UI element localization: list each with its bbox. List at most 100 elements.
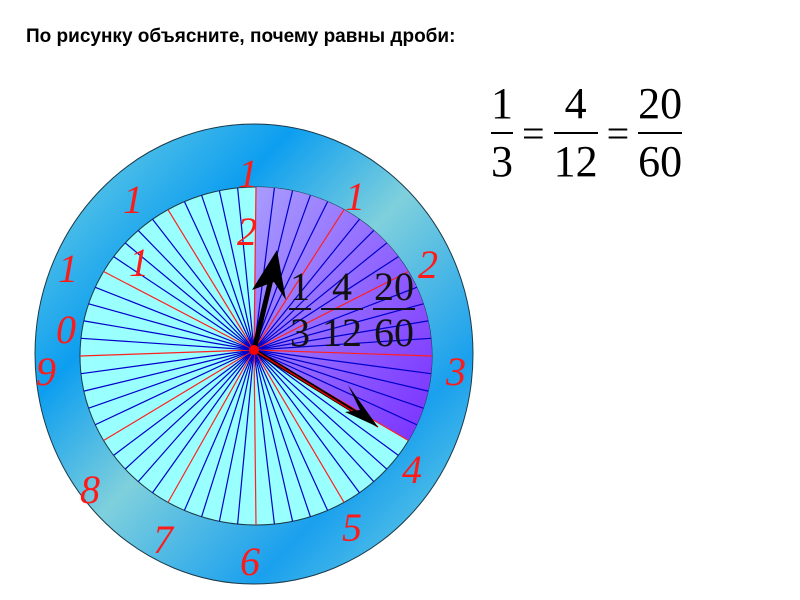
slide-title: По рисунку объясните, почему равны дроби…	[26, 26, 456, 47]
equals-sign: =	[522, 110, 545, 156]
fraction-numerator: 1	[290, 264, 310, 309]
sector-fraction: 20 60	[373, 264, 415, 355]
hour-mark-line	[103, 270, 255, 351]
minute-division-line	[88, 303, 255, 351]
numerator: 20	[638, 79, 683, 128]
hour-mark-line	[253, 186, 257, 351]
minute-division-line	[253, 349, 418, 426]
minute-division-line	[253, 201, 329, 351]
minute-division-line	[253, 229, 375, 351]
fraction-numerator: 20	[374, 264, 414, 309]
clock-center	[249, 345, 259, 355]
hour-mark-line	[103, 349, 255, 442]
fraction-bar	[491, 132, 513, 134]
minute-division-line	[253, 195, 311, 351]
clock-number: 2	[418, 242, 438, 287]
minute-division-line	[218, 349, 255, 522]
fraction-bar	[638, 132, 683, 134]
numerator: 1	[491, 79, 513, 128]
hour-mark-line	[79, 349, 255, 357]
minute-division-line	[124, 242, 255, 351]
minute-division-line	[253, 349, 429, 392]
minute-division-line	[237, 187, 255, 351]
clock-number: 0	[56, 307, 76, 352]
minute-division-line	[201, 195, 255, 351]
hour-mark-line	[167, 349, 255, 503]
minute-division-line	[152, 218, 255, 351]
hour-mark-line	[253, 349, 345, 503]
hour-mark-line	[253, 349, 257, 526]
minute-division-line	[113, 256, 255, 351]
minute-division-line	[88, 349, 255, 409]
clock-number: 7	[153, 517, 175, 562]
minute-division-line	[80, 349, 255, 375]
equals-sign: =	[606, 110, 630, 156]
sector-fraction: 4 12	[321, 264, 363, 355]
minute-division-line	[253, 303, 424, 351]
minute-division-line	[253, 349, 399, 456]
minute-division-line	[183, 201, 255, 351]
fraction-numerator: 4	[332, 264, 352, 309]
minute-division-line	[253, 349, 294, 522]
clock-number: 4	[402, 447, 422, 492]
fraction: 20 60	[635, 80, 685, 186]
minute-division-line	[218, 190, 255, 351]
minute-division-line	[237, 349, 255, 525]
minute-division-line	[253, 349, 424, 409]
minute-hand	[252, 348, 379, 428]
minute-division-line	[137, 229, 255, 351]
fraction-bar	[553, 132, 598, 134]
clock-number: 1	[123, 177, 143, 222]
fraction-denominator: 3	[290, 310, 310, 355]
sector-fraction: 1 3	[289, 264, 311, 355]
denominator: 12	[553, 137, 598, 186]
minute-division-line	[253, 349, 360, 494]
minute-division-line	[253, 256, 399, 351]
denominator: 3	[491, 137, 513, 186]
minute-division-line	[113, 349, 255, 456]
minute-division-line	[253, 187, 275, 351]
clock-number: 1	[58, 246, 78, 291]
minute-division-line	[83, 320, 255, 351]
minute-division-line	[253, 349, 388, 470]
fraction-denominator: 12	[322, 310, 362, 355]
division-lines	[79, 186, 433, 526]
minute-division-line	[152, 349, 255, 494]
minute-division-line	[253, 349, 311, 517]
minute-division-line	[253, 349, 375, 482]
minute-division-line	[124, 349, 255, 470]
denominator: 60	[638, 137, 683, 186]
clock-number: 1	[238, 151, 258, 196]
minute-division-line	[253, 337, 432, 351]
clock-number: 3	[445, 349, 466, 394]
hour-mark-line	[253, 349, 433, 357]
clock-number: 1	[345, 174, 365, 219]
minute-division-line	[253, 320, 429, 351]
clock-number: 6	[240, 539, 260, 584]
minute-division-line	[201, 349, 255, 517]
hour-mark-line	[167, 209, 255, 351]
clock-number: 2	[237, 209, 257, 254]
hour-hand	[251, 250, 286, 351]
fraction: 4 12	[551, 80, 601, 186]
hour-mark-line	[253, 270, 409, 351]
minute-division-line	[253, 242, 388, 351]
clock-number: 1	[129, 240, 149, 285]
minute-division-line	[253, 349, 329, 511]
minute-division-line	[137, 349, 255, 482]
minute-division-line	[253, 349, 432, 375]
clock-number: 8	[80, 467, 100, 512]
sector-fractions: 1 3 4 12 20 60	[289, 264, 415, 355]
clock-number: 5	[342, 505, 362, 550]
numerator: 4	[564, 79, 587, 128]
minute-division-line	[80, 337, 255, 351]
minute-division-line	[183, 349, 255, 511]
minute-division-line	[253, 218, 360, 351]
minute-division-line	[253, 286, 417, 351]
hour-mark-line	[253, 209, 345, 351]
minute-division-line	[83, 349, 255, 392]
